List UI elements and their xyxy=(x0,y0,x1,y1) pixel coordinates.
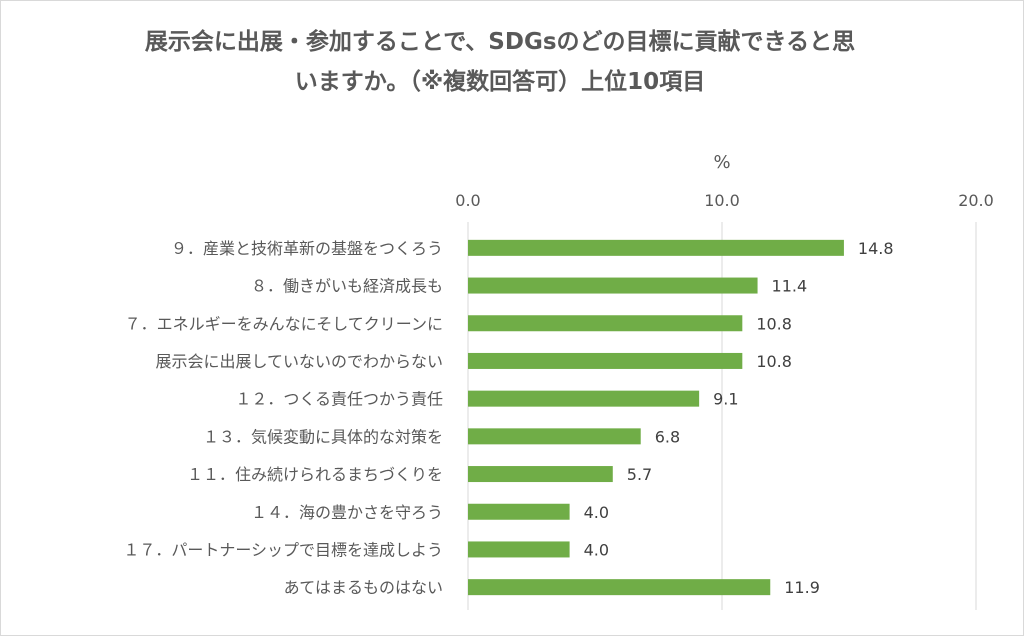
data-label: 5.7 xyxy=(627,465,652,484)
x-tick-label: 10.0 xyxy=(704,191,740,210)
data-label: 14.8 xyxy=(858,239,894,258)
data-label: 9.1 xyxy=(713,390,738,409)
category-label: ７．エネルギーをみんなにそしてクリーンに xyxy=(125,314,443,333)
data-label: 10.8 xyxy=(756,352,792,371)
category-label: 展示会に出展していないのでわからない xyxy=(155,352,443,371)
category-label: １７．パートナーシップで目標を達成しよう xyxy=(123,540,443,559)
x-tick-label: 0.0 xyxy=(455,191,480,210)
data-label: 10.8 xyxy=(756,314,792,333)
chart-title: 展示会に出展・参加することで、SDGsのどの目標に貢献できると思 いますか。（※… xyxy=(60,22,940,102)
category-label: １３．気候変動に具体的な対策を xyxy=(203,427,443,446)
bar xyxy=(468,579,771,596)
data-label: 11.9 xyxy=(784,578,820,597)
bar xyxy=(468,541,570,558)
data-label: 4.0 xyxy=(584,540,609,559)
x-tick-label: 20.0 xyxy=(958,191,994,210)
bar xyxy=(468,428,641,445)
category-label: １２．つくる責任つかう責任 xyxy=(235,390,443,409)
bar xyxy=(468,239,844,256)
bar xyxy=(468,390,700,407)
category-label: あてはまるものはない xyxy=(284,578,443,597)
bar xyxy=(468,503,570,520)
data-label: 4.0 xyxy=(584,503,609,522)
category-label: ８．働きがいも経済成長も xyxy=(251,277,443,296)
bar xyxy=(468,352,743,369)
bar xyxy=(468,466,613,483)
category-label: １１．住み続けられるまちづくりを xyxy=(187,465,443,484)
bar xyxy=(468,315,743,332)
category-label: ９．産業と技術革新の基盤をつくろう xyxy=(171,239,443,258)
category-label: １４．海の豊かさを守ろう xyxy=(251,503,443,522)
data-label: 6.8 xyxy=(655,427,680,446)
chart-title-line-2: いますか。（※複数回答可）上位10項目 xyxy=(294,69,706,95)
bar xyxy=(468,277,758,294)
axis-unit-label: % xyxy=(713,152,730,173)
data-label: 11.4 xyxy=(772,277,808,296)
chart-title-line-1: 展示会に出展・参加することで、SDGsのどの目標に貢献できると思 xyxy=(144,29,856,55)
